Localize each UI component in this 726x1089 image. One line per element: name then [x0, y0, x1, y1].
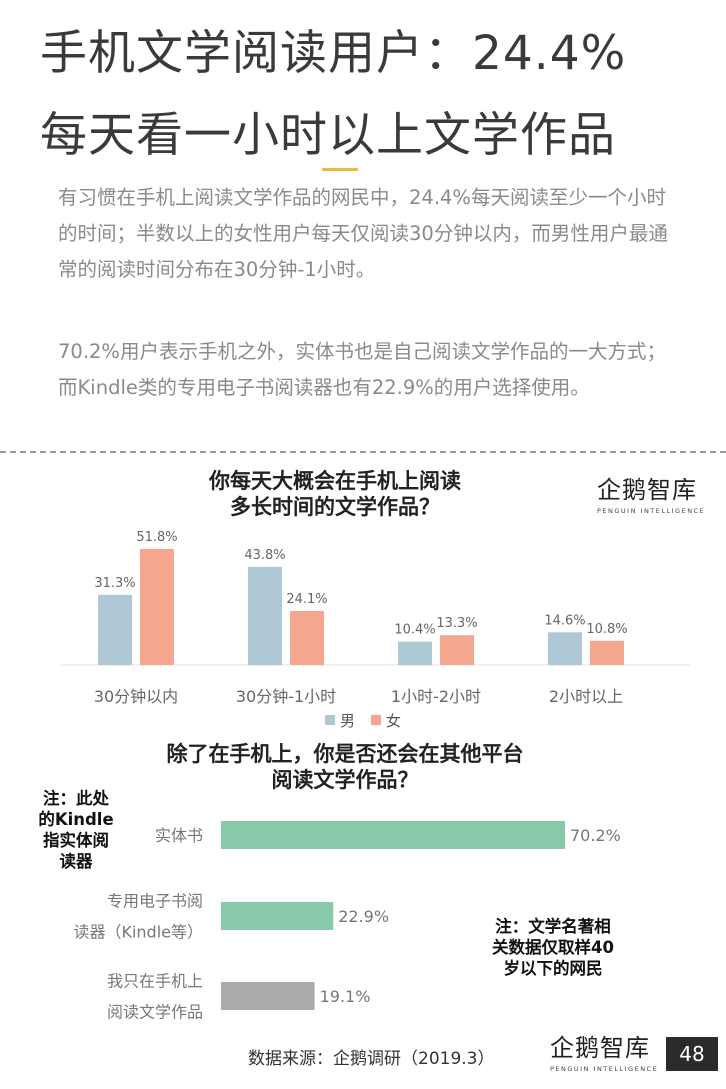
chart2-data-label: 70.2%: [570, 826, 621, 845]
kindle-note-line-3: 指实体阅: [43, 831, 109, 850]
sample-note: 注：文学名著相 关数据仅取样40 岁以下的网民: [478, 916, 628, 979]
chart1-legend-swatch: [325, 715, 335, 725]
page-title-line-2: 每天看一小时以上文学作品: [40, 108, 616, 163]
kindle-note-line-2: 的Kindle: [38, 810, 114, 829]
chart2-category-label: 读器（Kindle等）: [73, 923, 203, 942]
chart1-data-label: 51.8%: [136, 530, 177, 545]
chart1-data-label: 14.6%: [544, 613, 585, 628]
chart1-title-line-2: 多长时间的文学作品？: [230, 495, 440, 519]
chart2-title-line-1: 除了在手机上，你是否还会在其他平台: [166, 742, 524, 766]
chart1-data-label: 24.1%: [286, 592, 327, 607]
chart1-title: 你每天大概会在手机上阅读 多长时间的文学作品？: [160, 468, 510, 520]
chart1-bar-male: [548, 632, 582, 665]
chart1-legend-label: 男: [340, 712, 355, 730]
chart1-category-label: 30分钟-1小时: [236, 687, 336, 706]
footer-logo-subtext: PENGUIN INTELLIGENCE: [550, 1065, 659, 1073]
chart1-category-label: 1小时-2小时: [391, 687, 481, 706]
chart1-title-line-1: 你每天大概会在手机上阅读: [209, 469, 461, 493]
footer-logo-text: 企鹅智库: [550, 1034, 650, 1062]
chart1-legend-label: 女: [386, 712, 401, 730]
logo-subtext: PENGUIN INTELLIGENCE: [597, 507, 706, 515]
intro-paragraph-2: 70.2%用户表示手机之外，实体书也是自己阅读文学作品的一大方式；而Kindle…: [58, 340, 666, 399]
chart2-data-label: 19.1%: [320, 987, 371, 1006]
logo-text: 企鹅智库: [597, 476, 697, 504]
chart2-category-label: 专用电子书阅: [107, 892, 203, 911]
chart2-category-label: 我只在手机上: [107, 972, 203, 991]
chart2-data-label: 22.9%: [338, 907, 389, 926]
penguin-intelligence-logo: 企鹅智库 PENGUIN INTELLIGENCE: [597, 470, 705, 515]
chart2-title-line-2: 阅读文学作品？: [271, 768, 419, 792]
kindle-note: 注：此处 的Kindle 指实体阅 读器: [20, 788, 132, 872]
chart1-bar-female: [590, 640, 624, 665]
kindle-note-line-4: 读器: [59, 852, 93, 871]
intro-paragraph-1: 有习惯在手机上阅读文学作品的网民中，24.4%每天阅读至少一个小时的时间；半数以…: [58, 186, 668, 281]
chart1-bar-male: [398, 641, 432, 665]
chart2-category-label: 实体书: [155, 826, 203, 845]
chart2-bar: [221, 821, 565, 849]
sample-note-line-1: 注：文学名著相: [495, 917, 611, 936]
chart1-data-label: 31.3%: [94, 576, 135, 591]
chart1-category-label: 2小时以上: [549, 687, 623, 706]
chart1-data-label: 43.8%: [244, 548, 285, 563]
chart1-bar-male: [248, 566, 282, 665]
chart1-bar-female: [140, 548, 174, 665]
sample-note-line-3: 岁以下的网民: [503, 959, 603, 978]
chart1-bar-female: [290, 611, 324, 665]
dashed-divider: [0, 451, 726, 453]
kindle-note-line-1: 注：此处: [43, 789, 109, 808]
title-accent-underline: [322, 168, 358, 171]
chart2-category-label: 阅读文学作品: [107, 1003, 203, 1022]
chart2-bar: [221, 982, 315, 1010]
chart1-data-label: 13.3%: [436, 616, 477, 631]
chart1-data-label: 10.4%: [394, 623, 435, 638]
chart1-bar-female: [440, 635, 474, 665]
chart1-data-label: 10.8%: [586, 622, 627, 637]
footer-penguin-logo: 企鹅智库 PENGUIN INTELLIGENCE: [550, 1028, 658, 1073]
chart1-category-label: 30分钟以内: [94, 687, 178, 706]
page-title-line-1: 手机文学阅读用户：24.4%: [40, 26, 627, 81]
chart1-bar-male: [98, 594, 132, 665]
chart1-legend-swatch: [371, 715, 381, 725]
chart2-bar: [221, 902, 334, 930]
chart2-title: 除了在手机上，你是否还会在其他平台 阅读文学作品？: [110, 741, 580, 793]
sample-note-line-2: 关数据仅取样40: [492, 938, 614, 957]
data-source: 数据来源：企鹅调研（2019.3）: [248, 1049, 495, 1069]
page-number: 48: [666, 1037, 718, 1071]
